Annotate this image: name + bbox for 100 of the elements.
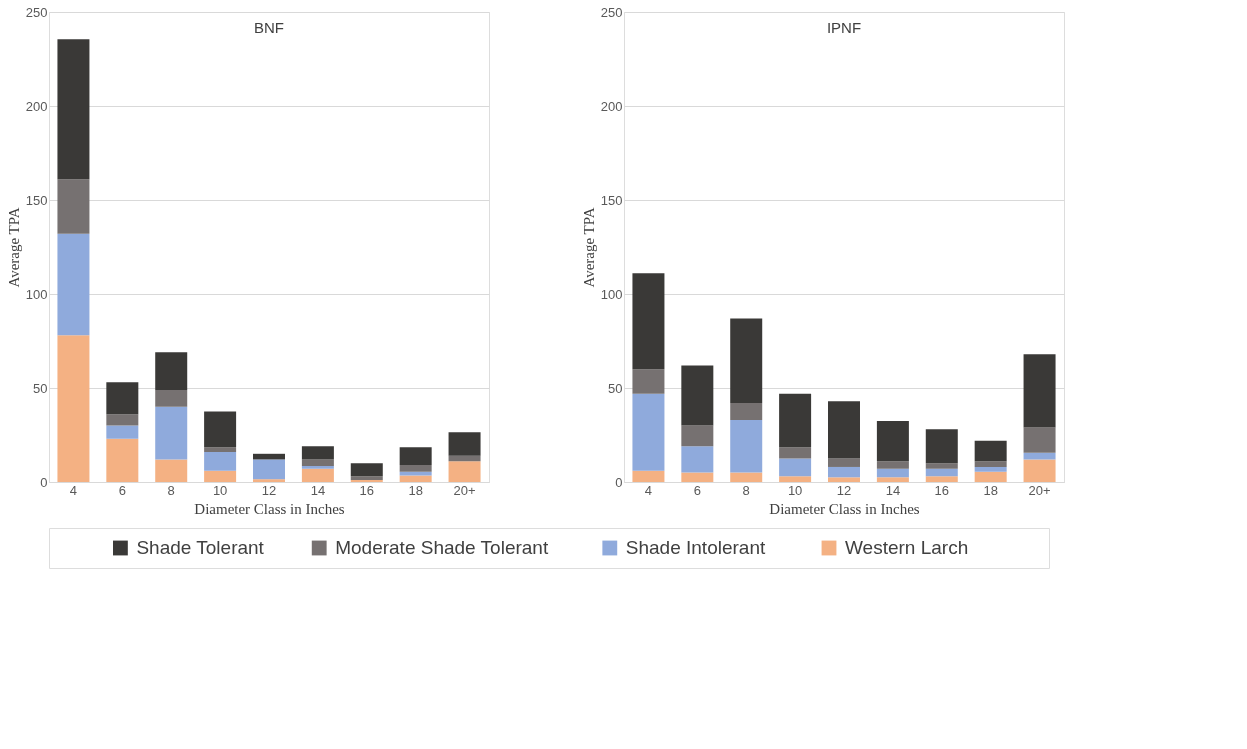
x-tick-label: 10 [212, 482, 228, 498]
bar [681, 446, 714, 473]
bar [155, 352, 188, 390]
bar [681, 425, 714, 447]
bar [350, 463, 383, 477]
y-tick-label: 150 [25, 192, 48, 208]
x-tick-label: 20+ [453, 482, 476, 498]
bar [876, 468, 909, 478]
bar [730, 419, 763, 473]
chart-title: IPNF [826, 19, 862, 36]
bar [925, 468, 958, 477]
bar [974, 471, 1007, 482]
bar [876, 477, 909, 482]
x-tick-label: 16 [359, 482, 375, 498]
x-tick-label: 4 [69, 482, 78, 498]
y-axis-title: Average TPA [5, 207, 22, 288]
bar [925, 476, 958, 482]
bar [974, 466, 1007, 472]
bar [1023, 427, 1056, 453]
chart-title: BNF [254, 19, 284, 36]
x-tick-label: 18 [408, 482, 423, 498]
x-tick-label: 6 [693, 482, 701, 498]
bar [632, 369, 665, 394]
bar [448, 461, 481, 482]
x-tick-label: 8 [742, 482, 750, 498]
legend-label: Shade Tolerant [136, 537, 265, 558]
bar [779, 447, 812, 459]
bar [155, 459, 188, 482]
bar [925, 463, 958, 469]
bar [779, 476, 812, 482]
bar [106, 414, 139, 426]
x-tick-label: 14 [885, 482, 901, 498]
x-tick-label: 20+ [1028, 482, 1051, 498]
x-tick-label: 4 [644, 482, 653, 498]
bar [301, 446, 334, 460]
bar [155, 389, 188, 407]
x-tick-label: 6 [118, 482, 126, 498]
bar [57, 233, 90, 336]
bar [828, 401, 860, 459]
y-tick-label: 250 [25, 4, 48, 20]
bar [57, 335, 90, 482]
bar [253, 459, 285, 480]
bar [57, 39, 90, 180]
bar [876, 420, 909, 462]
y-tick-label: 100 [600, 286, 623, 302]
y-tick-label: 0 [40, 474, 48, 490]
y-tick-label: 200 [25, 98, 48, 114]
y-tick-label: 50 [608, 380, 623, 396]
bar [681, 472, 714, 482]
legend-label: Western Larch [845, 537, 969, 558]
bar [632, 470, 665, 482]
y-tick-label: 0 [615, 474, 623, 490]
bar [876, 461, 909, 469]
bar [681, 365, 714, 426]
legend-label: Shade Intolerant [625, 537, 766, 558]
bar [301, 468, 334, 482]
bar [301, 466, 334, 469]
x-axis-title: Diameter Class in Inches [769, 500, 920, 517]
x-axis-title: Diameter Class in Inches [194, 500, 345, 517]
bar [1023, 354, 1056, 428]
x-tick-label: 12 [261, 482, 277, 498]
bar [828, 477, 860, 482]
bar [399, 447, 432, 466]
y-tick-label: 250 [600, 4, 623, 20]
bar [204, 447, 237, 452]
legend-label: Moderate Shade Tolerant [335, 537, 549, 558]
bar [204, 411, 237, 448]
bar [730, 472, 763, 482]
x-tick-label: 10 [787, 482, 803, 498]
x-tick-label: 18 [983, 482, 998, 498]
bar [779, 458, 812, 477]
bar [301, 459, 334, 467]
bar [730, 318, 763, 404]
x-tick-label: 14 [310, 482, 326, 498]
bar [204, 470, 237, 482]
bar [204, 451, 237, 471]
bar [974, 461, 1007, 467]
bar [1023, 452, 1056, 460]
bar [925, 429, 958, 464]
y-tick-label: 200 [600, 98, 623, 114]
bar [632, 393, 665, 471]
bar [828, 458, 860, 467]
y-tick-label: 150 [600, 192, 623, 208]
bar [106, 382, 139, 415]
bar [106, 438, 139, 482]
y-tick-label: 50 [33, 380, 48, 396]
bar [632, 273, 665, 370]
x-tick-label: 16 [934, 482, 950, 498]
x-tick-label: 12 [836, 482, 852, 498]
y-axis-title: Average TPA [580, 207, 597, 288]
bar [57, 179, 90, 234]
bar [730, 403, 763, 420]
bar [399, 465, 432, 472]
bar [399, 475, 432, 482]
bar [828, 466, 860, 478]
bar [779, 393, 812, 448]
x-tick-label: 8 [167, 482, 175, 498]
bar [106, 425, 139, 439]
bar [253, 479, 285, 482]
bar [448, 432, 481, 456]
